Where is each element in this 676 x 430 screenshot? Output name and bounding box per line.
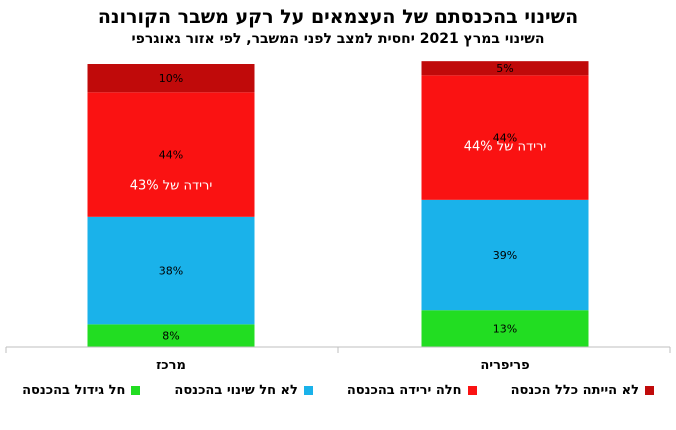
bar-segment-growth-1 (421, 310, 589, 347)
data-label-decline-0: 44% (159, 149, 183, 162)
legend-swatch-no-change (303, 386, 313, 395)
bar-segment-no-change-0 (87, 216, 255, 325)
chart-legend: חל גידול בהכנסה לא חל שינוי בהכנסה חלה י… (0, 383, 676, 398)
chart-subtitle: השינוי במרץ 2021 יחסית למצב לפני המשבר, … (131, 31, 545, 47)
bar-segment-decline-0 (87, 92, 255, 217)
chart-title: השינוי בהכנסתם של העצמאים על רקע משבר הק… (97, 6, 579, 28)
bar-segment-growth-0 (87, 324, 255, 347)
data-label-no-income-1: 5% (496, 62, 513, 75)
data-label-no-change-0: 38% (159, 265, 183, 278)
legend-item-no-change: לא חל שינוי בהכנסה (174, 383, 313, 398)
data-label-no-income-0: 10% (159, 72, 183, 85)
legend-swatch-decline (467, 386, 477, 395)
category-label-1: פריפריה (480, 358, 529, 373)
bar-segment-no-income-1 (421, 61, 589, 76)
bar-segment-no-income-0 (87, 64, 255, 93)
legend-item-no-income: לא הייתה כלל הכנסה (511, 383, 654, 398)
legend-swatch-no-income (644, 386, 654, 395)
category-label-0: מרכז (156, 358, 186, 373)
annotation-decline-0: ירידה של 43% (130, 179, 213, 194)
bar-segment-decline-1 (421, 75, 589, 200)
legend-label-no-change: לא חל שינוי בהכנסה (174, 383, 298, 398)
data-label-growth-0: 8% (162, 330, 179, 343)
data-label-decline-1: 44% (493, 132, 517, 145)
legend-item-growth: חל גידול בהכנסה (22, 383, 141, 398)
legend-label-growth: חל גידול בהכנסה (22, 383, 126, 398)
legend-item-decline: חלה ירידה בהכנסה (347, 383, 477, 398)
bar-segment-no-change-1 (421, 199, 589, 311)
legend-swatch-growth (131, 386, 141, 395)
annotation-decline-1: ירידה של 44% (464, 140, 547, 155)
data-label-no-change-1: 39% (493, 249, 517, 262)
legend-label-no-income: לא הייתה כלל הכנסה (510, 383, 639, 398)
legend-label-decline: חלה ירידה בהכנסה (346, 383, 462, 398)
data-label-growth-1: 13% (493, 323, 517, 336)
